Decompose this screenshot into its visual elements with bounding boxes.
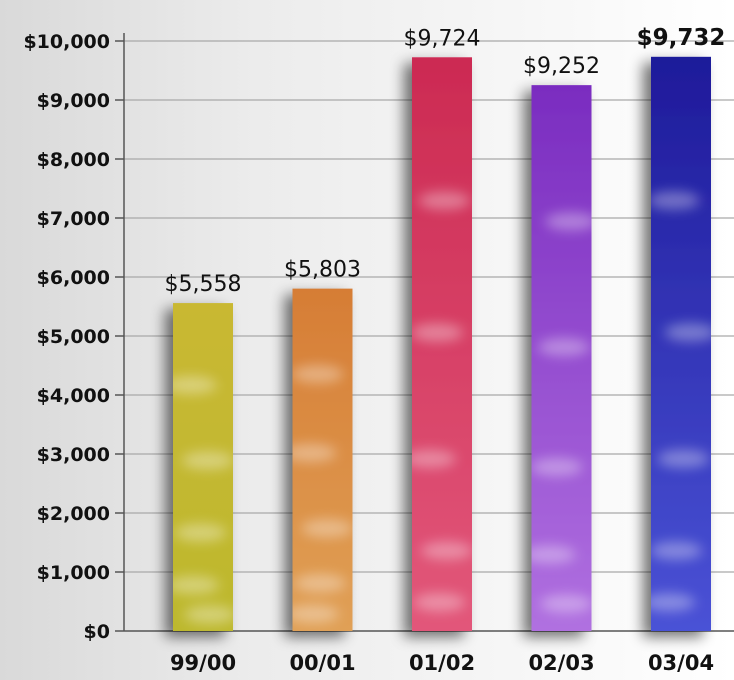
- y-tick-label: $3,000: [37, 444, 110, 466]
- y-tick-label: $8,000: [37, 149, 110, 171]
- y-tick-label: $4,000: [37, 385, 110, 407]
- bar-group: [173, 303, 233, 631]
- bars: [173, 56, 711, 632]
- bar-texture: [531, 212, 592, 613]
- y-axis: $0 $1,000 $2,000 $3,000 $4,000 $5,000 $6,000 $7…: [23, 31, 734, 643]
- y-tick-label: $6,000: [37, 267, 110, 289]
- bar-texture: [173, 376, 233, 624]
- bar-texture: [651, 191, 711, 612]
- x-tick-label: 02/03: [528, 651, 594, 675]
- x-tick-label: 00/01: [289, 651, 355, 675]
- x-tick-label: 99/00: [170, 651, 236, 675]
- y-tick-label: $9,000: [37, 90, 110, 112]
- bar-texture: [292, 365, 353, 623]
- data-labels: $5,558 $5,803 $9,724 $9,252 $9,732: [165, 25, 726, 297]
- y-tick-label: $0: [84, 621, 110, 643]
- y-tick-label: $1,000: [37, 562, 110, 584]
- data-label: $9,724: [404, 26, 481, 51]
- bar-texture: [412, 191, 472, 612]
- x-tick-label: 03/04: [648, 651, 714, 675]
- bar: [531, 85, 592, 631]
- data-label: $5,803: [284, 258, 361, 283]
- x-tick-label: 01/02: [409, 651, 475, 675]
- bar: [412, 57, 472, 632]
- bar-group: [651, 56, 711, 631]
- data-label: $9,252: [523, 54, 600, 79]
- y-tick-label: $5,000: [37, 326, 110, 348]
- bar-group: [531, 85, 592, 631]
- y-tick-label: $2,000: [37, 503, 110, 525]
- bar: [651, 56, 711, 631]
- bar-group: [292, 288, 353, 631]
- y-tick-label: $7,000: [37, 208, 110, 230]
- bar-group: [412, 57, 472, 632]
- y-tick-label: $10,000: [23, 31, 110, 53]
- data-label: $9,732: [637, 25, 726, 51]
- x-axis-labels: 99/00 00/01 01/02 02/03 03/04: [170, 651, 714, 675]
- data-label: $5,558: [165, 272, 242, 297]
